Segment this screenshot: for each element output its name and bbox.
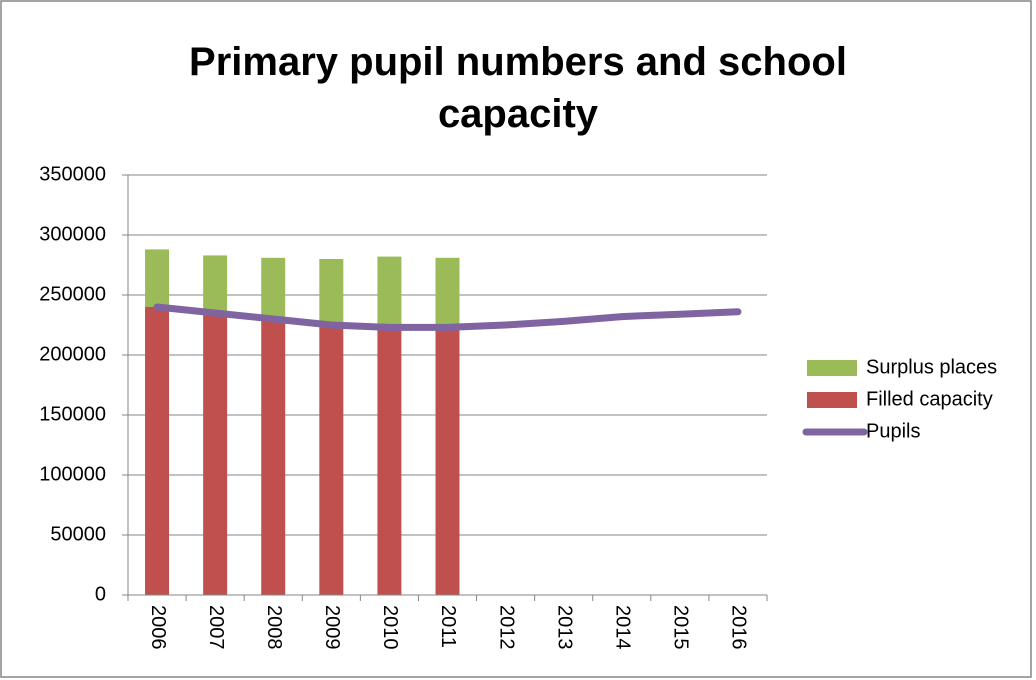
x-tick-label: 2008 — [263, 605, 285, 650]
x-tick-label: 2007 — [205, 605, 227, 650]
legend-swatch — [807, 360, 857, 376]
y-tick-label: 150000 — [39, 403, 106, 425]
y-tick-label: 250000 — [39, 283, 106, 305]
bar — [377, 256, 402, 328]
bar — [203, 255, 228, 313]
bar — [145, 249, 170, 307]
x-tick-label: 2011 — [437, 605, 459, 648]
x-tick-label: 2012 — [495, 605, 517, 650]
bar — [377, 327, 402, 595]
y-tick-label: 200000 — [39, 343, 106, 365]
bar — [203, 313, 228, 595]
bar — [435, 327, 460, 595]
line — [153, 303, 742, 331]
y-tick-label: 300000 — [39, 223, 106, 245]
x-tick-label: 2009 — [321, 605, 343, 650]
x-tick-label: 2014 — [611, 605, 633, 650]
legend-label: Surplus places — [866, 356, 997, 378]
chart-title: Primary pupil numbers and school capacit… — [189, 40, 847, 136]
x-tick-label: 2016 — [728, 605, 750, 650]
bar — [145, 307, 170, 595]
y-tick-label: 50000 — [50, 523, 106, 545]
x-tick-label: 2006 — [147, 605, 169, 650]
x-tick-label: 2010 — [379, 605, 401, 650]
x-tick-label: 2013 — [553, 605, 575, 650]
legend-label: Pupils — [866, 420, 920, 442]
bar — [319, 325, 344, 595]
legend-label: Filled capacity — [866, 388, 993, 410]
x-tick-label: 2015 — [670, 605, 692, 650]
y-tick-label: 0 — [95, 583, 106, 605]
bar — [319, 259, 344, 325]
legend-swatch — [807, 392, 857, 408]
bar — [261, 319, 286, 595]
y-tick-label: 100000 — [39, 463, 106, 485]
bar — [261, 257, 286, 319]
y-tick-label: 350000 — [39, 163, 106, 185]
bar — [435, 257, 460, 328]
